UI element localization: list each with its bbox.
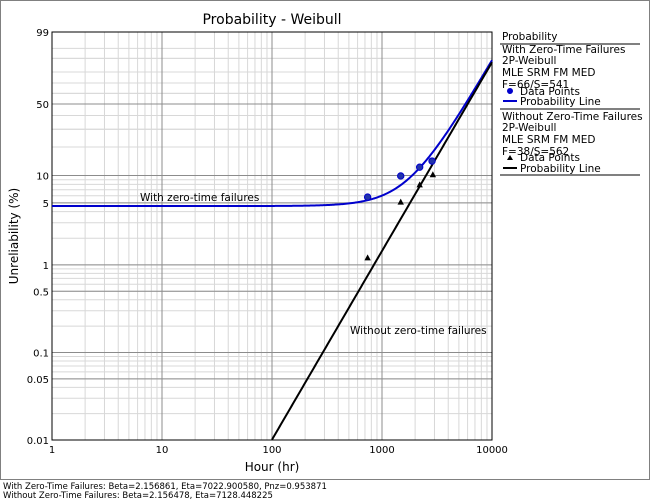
footer-line-with-zero-time: With Zero-Time Failures: Beta=2.156861, …: [3, 482, 327, 492]
data-point-series-1: [415, 163, 424, 171]
results-footer: With Zero-Time Failures: Beta=2.156861, …: [0, 479, 650, 502]
x-tick-label: 10000: [476, 445, 508, 456]
y-tick-label: 0.05: [27, 375, 49, 386]
x-axis-label: Hour (hr): [245, 460, 300, 474]
weibull-probability-chart: 1 10 100 1000 10000 0.01 0.05 0.1 0.5 1 5 10 50 99 Pr…: [7, 12, 643, 474]
y-axis-label: Unreliability (%): [7, 188, 21, 284]
annotation-without-zero-time: Without zero-time failures: [350, 325, 487, 337]
chart-title: Probability - Weibull: [202, 12, 341, 28]
x-tick-label: 1: [49, 445, 55, 456]
legend-series-2-points-label: Data Points: [520, 152, 580, 164]
y-tick-label: 99: [36, 28, 49, 39]
legend-series-1-model: 2P-Weibull: [502, 55, 556, 67]
legend-series-1-points-label: Data Points: [520, 86, 580, 98]
data-points: [363, 157, 437, 261]
footer-line-without-zero-time: Without Zero-Time Failures: Beta=2.15647…: [3, 491, 273, 501]
x-tick-label: 100: [262, 445, 281, 456]
y-tick-label: 0.5: [33, 287, 49, 298]
legend-series-2-model: 2P-Weibull: [502, 122, 556, 134]
legend-series-2-counts: F=38/S=562: [502, 146, 569, 158]
legend-series-1-marker: [507, 88, 513, 94]
y-tick-label: 5: [43, 199, 49, 210]
legend-series-1-line-label: Probability Line: [520, 96, 601, 108]
legend-series-2-method: MLE SRM FM MED: [502, 134, 595, 146]
x-tick-label: 1000: [369, 445, 394, 456]
data-point-series-2: [416, 181, 423, 188]
data-point-series-2: [397, 198, 404, 205]
y-tick-label: 1: [43, 261, 49, 272]
annotation-with-zero-time: With zero-time failures: [140, 192, 259, 204]
data-point-series-2: [429, 171, 437, 178]
legend-header: Probability: [502, 31, 558, 43]
y-tick-label: 50: [36, 100, 49, 111]
legend-series-1-method: MLE SRM FM MED: [502, 67, 595, 79]
data-point-series-2: [364, 254, 371, 261]
data-point-series-1: [363, 193, 372, 201]
legend: Probability With Zero-Time Failures 2P-W…: [500, 31, 643, 176]
x-tick-label: 10: [156, 445, 169, 456]
legend-series-2-line-label: Probability Line: [520, 163, 601, 175]
data-point-series-1: [428, 157, 436, 165]
plot-area: [51, 31, 493, 441]
y-tick-label: 10: [36, 172, 49, 183]
axis-ticks: 1 10 100 1000 10000 0.01 0.05 0.1 0.5 1 5 10 50 99: [27, 28, 508, 456]
legend-series-2-marker: [507, 155, 513, 160]
data-point-series-1: [397, 172, 405, 180]
probability-line-series-2: [271, 61, 493, 441]
legend-series-1-name: With Zero-Time Failures: [502, 44, 625, 56]
y-tick-label: 0.1: [33, 348, 49, 359]
legend-series-1-counts: F=66/S=541: [502, 79, 569, 91]
legend-series-2-name: Without Zero-Time Failures: [502, 111, 643, 123]
y-tick-label: 0.01: [27, 436, 49, 447]
